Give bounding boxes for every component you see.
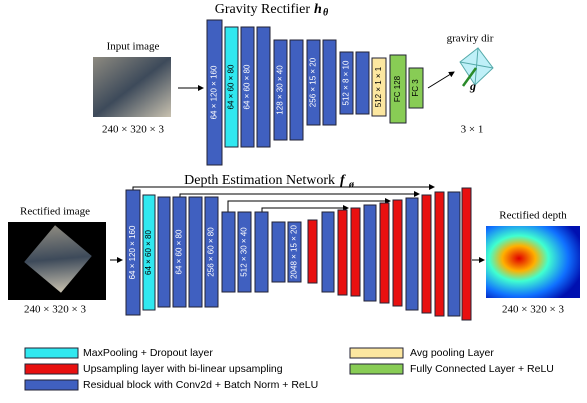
- layer-label: 64 × 120 × 160: [210, 65, 219, 119]
- layer-block: [221, 211, 236, 293]
- layer-block: [363, 204, 377, 302]
- legend-label: Upsampling layer with bi-linear upsampli…: [83, 363, 283, 375]
- depth-symbol: f: [340, 173, 346, 188]
- layer-block: [254, 211, 269, 293]
- gravity-arrow: [461, 67, 478, 87]
- layer-label: 64 × 60 × 80: [227, 64, 236, 109]
- skip-connection: [132, 184, 435, 190]
- layer-block: [339, 51, 354, 115]
- layer-block: [287, 221, 302, 283]
- legend-swatch: [349, 347, 404, 359]
- layer-block: [321, 211, 335, 293]
- output-size: 3 × 1: [461, 124, 484, 136]
- skip-connection: [227, 198, 391, 212]
- layer-block: [206, 19, 223, 166]
- layer-label: 256 × 60 × 80: [207, 227, 216, 277]
- layer-block: [421, 194, 432, 314]
- layer-label: 512 × 1 × 1: [374, 66, 383, 107]
- layer-block: [271, 221, 286, 283]
- depth-title: Depth Estimation Network: [184, 173, 335, 188]
- layer-block: [256, 26, 271, 148]
- layer-block: [142, 194, 156, 311]
- layer-block: [322, 39, 337, 126]
- legend-swatch: [24, 347, 79, 359]
- legend-label: MaxPooling + Dropout layer: [83, 347, 213, 359]
- layer-block: [447, 191, 461, 317]
- legend-label: Fully Connected Layer + ReLU: [410, 363, 554, 375]
- layer-block: [350, 207, 361, 297]
- legend-label: Avg pooling Layer: [410, 347, 494, 359]
- output-symbol: g: [469, 79, 476, 93]
- arrow: [427, 71, 455, 89]
- layer-label: 64 × 60 × 80: [175, 229, 184, 274]
- layer-label: 2048 × 15 × 20: [290, 225, 299, 279]
- layer-block: [172, 196, 187, 308]
- layer-block: [371, 57, 387, 117]
- input-label: Input image: [107, 41, 160, 53]
- gravity-title: Gravity Rectifier: [215, 2, 311, 17]
- skip-connection: [179, 191, 420, 197]
- gravity-icon-lines: [459, 47, 494, 86]
- legend-swatch: [349, 363, 404, 375]
- layer-block: [434, 191, 445, 317]
- layer-block: [289, 39, 304, 141]
- legend-swatch: [24, 379, 79, 391]
- input-image: [93, 57, 171, 117]
- gravity-symbol: h: [314, 2, 322, 17]
- input-size: 240 × 320 × 3: [102, 124, 164, 136]
- rectified-image: [24, 225, 92, 293]
- layer-block: [379, 202, 390, 304]
- depth-output-size: 240 × 320 × 3: [502, 304, 564, 316]
- layer-label: 64 × 120 × 160: [128, 225, 137, 279]
- skip-connection: [261, 205, 349, 212]
- legend-label: Residual block with Conv2d + Batch Norm …: [83, 379, 318, 391]
- layer-block: [405, 197, 419, 311]
- output-label: graviry dir: [447, 33, 494, 45]
- legend-swatch: [24, 363, 79, 375]
- layer-block: [237, 211, 252, 293]
- layer-label: FC 128: [393, 75, 402, 102]
- layer-block: [273, 39, 288, 141]
- layer-block: [337, 209, 348, 296]
- layer-block: [408, 67, 424, 109]
- layer-label: 128 × 30 × 40: [276, 65, 285, 115]
- depth-subscript: ø: [348, 179, 355, 190]
- gravity-subscript: θ: [323, 7, 329, 18]
- layer-label: 64 × 60 × 80: [144, 229, 153, 274]
- layer-block: [204, 196, 219, 308]
- layer-label: 64 × 60 × 80: [243, 64, 252, 109]
- layer-block: [188, 196, 203, 308]
- rectified-label: Rectified image: [20, 206, 90, 218]
- layer-block: [224, 26, 239, 148]
- layer-label: FC 3: [411, 79, 420, 97]
- layer-block: [157, 196, 171, 308]
- layer-block: [392, 199, 403, 307]
- layer-block: [307, 219, 318, 284]
- layer-block: [355, 51, 370, 115]
- rectified-size: 240 × 320 × 3: [24, 304, 86, 316]
- layer-label: 256 × 15 × 20: [309, 57, 318, 107]
- layer-block: [240, 26, 255, 148]
- layer-block: [461, 187, 472, 321]
- layer-block: [125, 189, 141, 316]
- layer-block: [306, 39, 321, 126]
- depth-image: [486, 226, 580, 298]
- depth-output-label: Rectified depth: [499, 210, 567, 222]
- layer-block: [389, 54, 407, 124]
- layer-label: 512 × 8 × 10: [342, 60, 351, 105]
- layer-label: 512 × 30 × 40: [240, 227, 249, 277]
